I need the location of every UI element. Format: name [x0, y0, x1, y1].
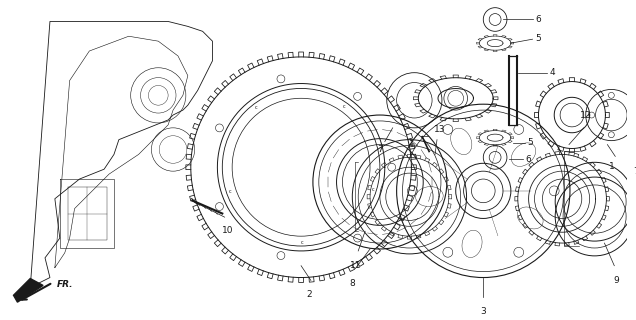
Text: 2: 2: [306, 290, 312, 299]
Text: FR.: FR.: [57, 280, 73, 289]
Text: 3: 3: [480, 307, 486, 316]
Text: 4: 4: [550, 68, 555, 77]
Text: 1: 1: [609, 162, 614, 171]
Text: 7: 7: [377, 145, 383, 154]
Text: 11: 11: [350, 261, 361, 270]
Text: 13: 13: [434, 125, 446, 134]
Text: 6: 6: [525, 155, 532, 164]
Text: 6: 6: [536, 15, 541, 24]
Text: 12: 12: [580, 111, 591, 120]
Text: 9: 9: [613, 276, 619, 284]
Text: 10: 10: [221, 226, 233, 235]
Text: c: c: [255, 105, 258, 110]
Text: 8: 8: [349, 278, 355, 288]
Text: 1: 1: [408, 140, 414, 149]
Text: 5: 5: [528, 138, 534, 147]
Text: c: c: [229, 189, 232, 194]
Text: 7: 7: [633, 167, 636, 176]
Text: c: c: [371, 187, 374, 192]
Text: c: c: [343, 104, 345, 108]
Text: c: c: [301, 240, 303, 244]
Polygon shape: [13, 278, 43, 302]
Text: 5: 5: [536, 34, 541, 43]
